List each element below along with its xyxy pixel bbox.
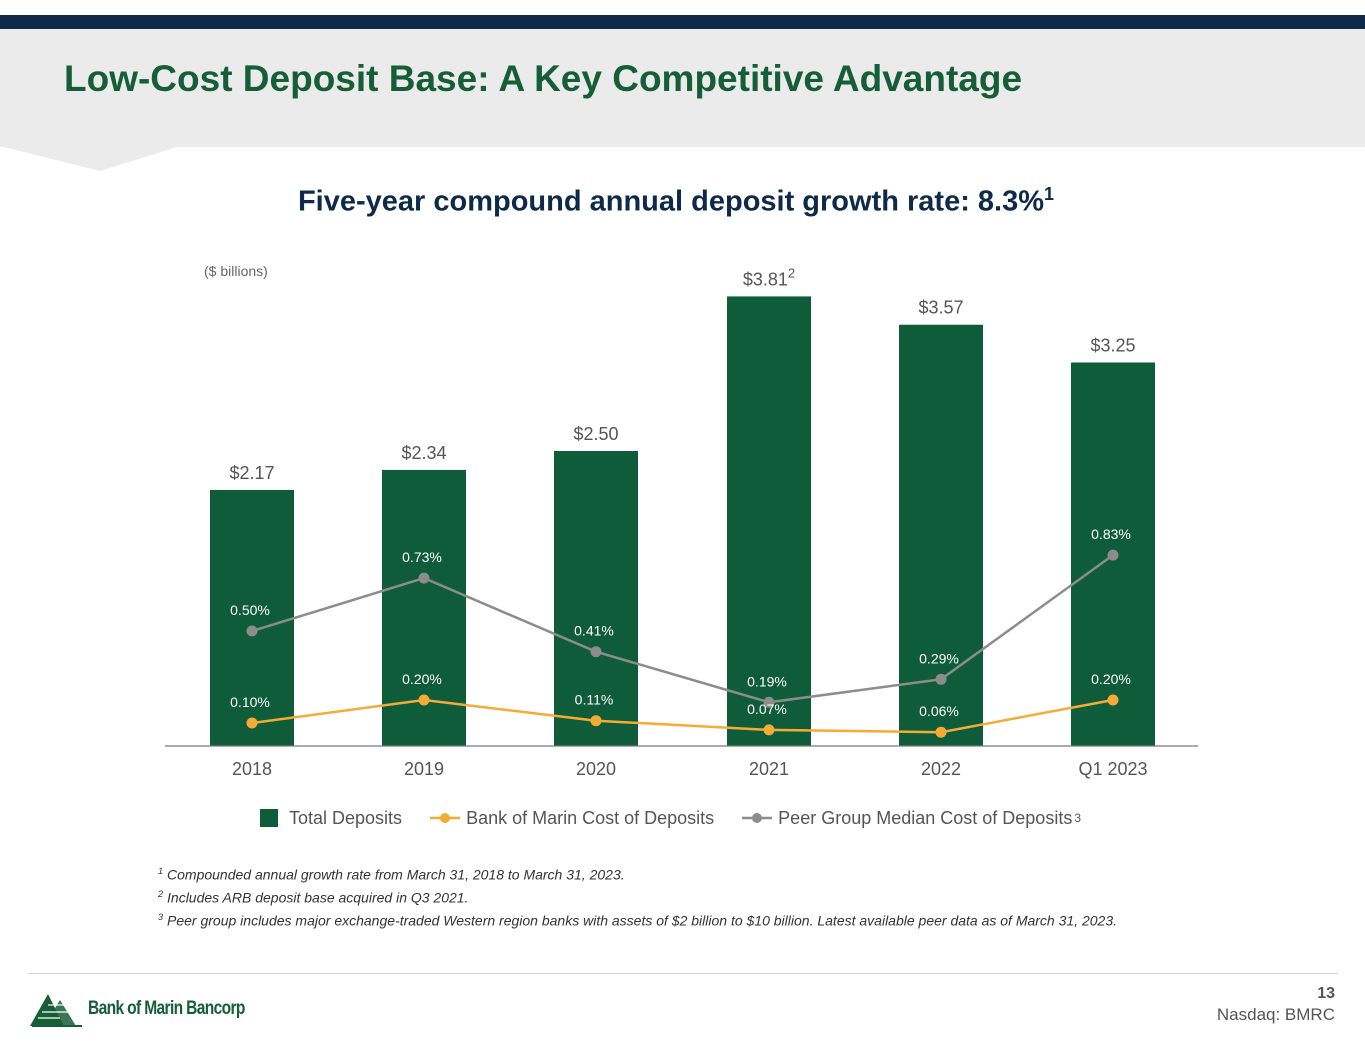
legend-item-peer-cost: Peer Group Median Cost of Deposits 3 [742,808,1081,829]
footnote-1-text: Compounded annual growth rate from March… [167,866,625,883]
tree-logo-icon [30,994,82,1027]
series-0-point-2 [590,715,602,727]
series-1-point-1 [418,572,430,584]
title-band [0,29,1365,147]
footnote-3: 3 Peer group includes major exchange-trad… [158,912,1117,935]
legend-label-bmrc-cost: Bank of Marin Cost of Deposits [466,807,715,828]
footnote-3-text: Peer group includes major exchange-trade… [167,912,1117,929]
series-1-label-0: 0.50% [230,602,270,618]
slide-title: Low-Cost Deposit Base: A Key Competitive… [64,58,1023,99]
legend-item-bmrc-cost: Bank of Marin Cost of Deposits [430,808,714,829]
series-0-point-5 [1107,694,1119,706]
footnote-1: 1 Compounded annual growth rate from Marc… [158,866,1117,889]
chart-subtitle: Five-year compound annual deposit growth… [0,184,1352,219]
x-tick-label-5: Q1 2023 [1078,759,1147,779]
bar-3 [727,296,811,746]
footnotes: 1 Compounded annual growth rate from Marc… [158,866,1117,935]
series-1-label-5: 0.83% [1091,526,1131,542]
series-0-point-1 [418,694,430,706]
legend-swatch-bar [260,809,278,827]
series-0-label-4: 0.06% [919,703,959,719]
x-tick-label-3: 2021 [749,759,789,779]
footnote-2-mark: 2 [158,889,164,899]
subtitle-footnote-mark: 1 [1044,184,1055,204]
bars-layer [210,296,1155,746]
series-1-point-4 [935,673,947,685]
series-0-label-0: 0.10% [230,694,270,710]
legend-line-orange-icon [430,813,461,823]
series-1-point-0 [246,625,258,637]
series-1-label-4: 0.29% [919,650,959,666]
series-0-point-4 [935,726,947,738]
company-name: Bank of Marin Bancorp [88,998,245,1019]
footnote-1-mark: 1 [158,866,164,876]
bar-2 [554,451,638,746]
series-1-label-1: 0.73% [402,549,442,565]
footnote-3-mark: 3 [158,912,164,922]
series-0-label-5: 0.20% [1091,671,1131,687]
series-0-label-2: 0.11% [575,692,614,708]
lines-layer [246,549,1119,738]
bar-value-label-2: $2.50 [573,424,618,444]
series-1-label-2: 0.41% [574,623,614,639]
labels-layer: $2.17 2018 $2.34 2019 $2.50 2020 $3.812 2021 $3.… [229,265,1147,779]
series-0-point-0 [246,717,258,729]
footer-divider [28,973,1338,974]
ticker-label: Nasdaq: BMRC [1216,1005,1335,1024]
bar-0 [210,489,294,746]
bar-value-label-3: $3.812 [743,265,795,289]
subtitle-text: Five-year compound annual deposit growth… [297,185,1045,218]
series-0-label-1: 0.20% [402,671,442,687]
bar-value-label-4: $3.57 [918,298,963,318]
x-tick-label-0: 2018 [232,759,272,779]
legend-line-gray-icon [742,813,773,823]
footnote-2: 2 Includes ARB deposit base acquired in Q… [158,889,1117,912]
legend-label-peer-cost: Peer Group Median Cost of Deposits [778,807,1073,828]
x-tick-label-1: 2019 [404,759,444,779]
series-1-point-3 [763,696,775,708]
deposit-chart: ($ billions) $2.17 2018 $2.34 2019 $2.50 2020… [165,263,1198,779]
bar-value-label-5: $3.25 [1090,336,1135,356]
title-band-notch [0,146,180,171]
series-1-point-5 [1107,549,1119,561]
bar-value-label-0: $2.17 [229,463,274,483]
company-logo: Bank of Marin Bancorp [30,990,279,1028]
legend-item-total-deposits: Total Deposits [260,808,402,829]
x-tick-label-2: 2020 [576,759,616,779]
series-line-0 [251,698,1114,734]
footnote-2-text: Includes ARB deposit base acquired in Q3… [167,889,469,906]
top-accent-bar [0,15,1365,29]
legend-label-total-deposits: Total Deposits [289,807,403,828]
series-0-label-3: 0.07% [747,701,787,717]
chart-legend: Total Deposits Bank of Marin Cost of Dep… [260,806,1109,830]
bar-label-footnote-3: 2 [788,265,795,280]
page-number: 13 [1317,985,1335,1002]
x-tick-label-4: 2022 [921,759,961,779]
series-1-label-3: 0.19% [747,673,787,689]
series-1-point-2 [590,646,602,658]
series-0-point-3 [763,724,775,736]
legend-footnote-mark: 3 [1074,811,1082,825]
unit-note: ($ billions) [204,263,268,279]
series-line-1 [251,554,1114,704]
bar-value-label-1: $2.34 [401,443,446,463]
